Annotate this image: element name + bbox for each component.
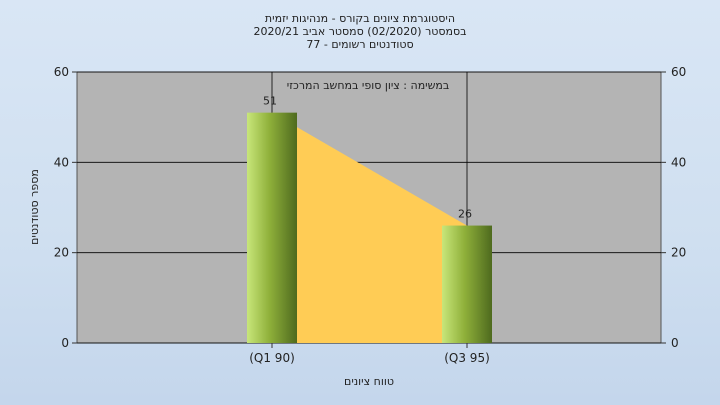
right-y-axis-ticks: 0 20 40 60 <box>661 65 686 350</box>
x-axis-ticks: (Q1 90) (Q3 95) <box>249 343 490 365</box>
y-axis-label: מספר סטודנטים <box>28 169 41 245</box>
bar-layer <box>247 112 492 344</box>
data-label-layer: 51 26 <box>263 95 472 221</box>
y-tick-label: 20 <box>54 246 69 260</box>
chart-subtitle-1: בסמסטר (02/2020) סמסטר אביב 2020/21 <box>253 25 466 38</box>
chart-annotation: במשימה : ציון סופי במחשב המרכזי <box>287 79 450 92</box>
left-y-axis-ticks: 0 20 40 60 <box>54 65 77 350</box>
bar <box>442 225 492 343</box>
y-tick-label: 0 <box>61 336 69 350</box>
area-fill <box>272 112 467 344</box>
chart-title: היסטוגרמת ציונים בקורס - מנהיגות יזמית <box>265 12 455 25</box>
x-tick-label: (Q1 90) <box>249 351 295 365</box>
y-tick-label-right: 20 <box>671 246 686 260</box>
data-label: 51 <box>263 95 277 108</box>
y-tick-label: 60 <box>54 65 69 79</box>
data-label: 26 <box>458 208 472 221</box>
area-layer <box>272 112 467 344</box>
bar <box>247 112 297 344</box>
x-axis-label: טווח ציונים <box>344 375 394 388</box>
y-tick-label-right: 60 <box>671 65 686 79</box>
y-tick-label-right: 0 <box>671 336 679 350</box>
chart-subtitle-2: סטודנטים רשומים - 77 <box>306 38 413 51</box>
x-tick-label: (Q3 95) <box>444 351 490 365</box>
y-tick-label: 40 <box>54 155 69 169</box>
y-tick-label-right: 40 <box>671 155 686 169</box>
